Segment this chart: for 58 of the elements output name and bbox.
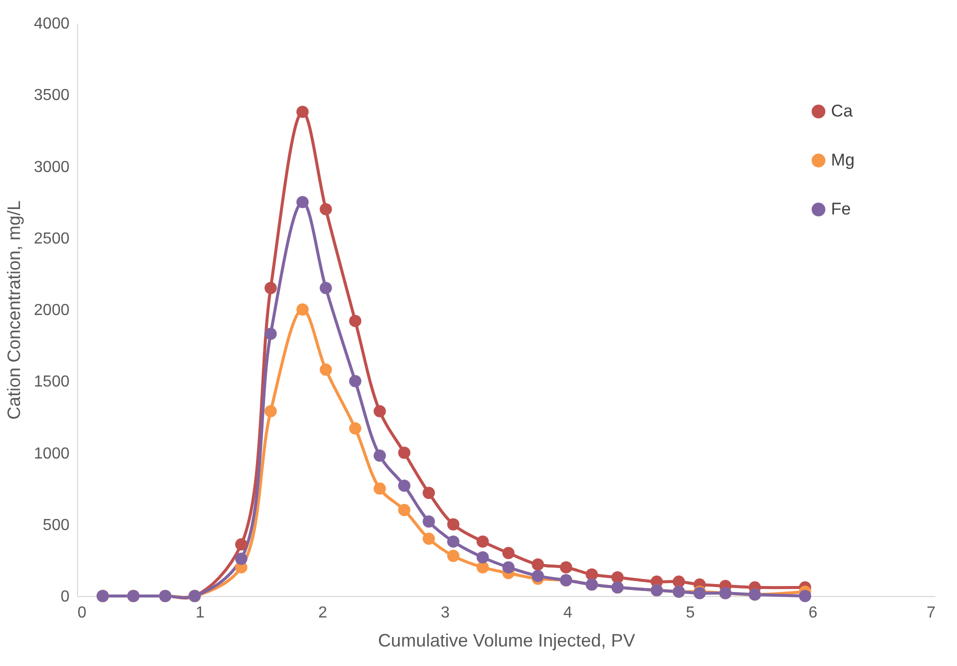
y-tick-label: 1500 <box>34 374 70 391</box>
point <box>532 558 544 571</box>
point <box>447 550 460 562</box>
point <box>586 568 598 581</box>
point <box>264 405 277 418</box>
point <box>374 482 386 495</box>
legend-label: Ca <box>831 102 854 120</box>
x-tick-label: 7 <box>926 604 936 622</box>
x-tick-label: 2 <box>318 604 328 622</box>
x-tick-label: 3 <box>440 604 450 622</box>
point <box>374 405 386 418</box>
point <box>422 486 435 499</box>
y-tick-label: 4000 <box>34 16 70 32</box>
y-axis-title: Cation Concentration, mg/L <box>4 200 24 420</box>
point <box>296 303 309 316</box>
point <box>502 561 515 574</box>
y-tick-label: 0 <box>60 588 70 606</box>
point <box>611 571 624 584</box>
point <box>398 480 410 492</box>
point <box>422 515 435 528</box>
y-tick-label: 3500 <box>34 87 70 104</box>
x-tick-label: 5 <box>686 604 695 622</box>
x-tick-label: 0 <box>78 604 86 622</box>
x-tick-label: 1 <box>196 604 205 622</box>
x-tick-label: 4 <box>563 604 572 622</box>
point <box>560 561 572 574</box>
point <box>476 535 489 548</box>
point <box>422 532 435 545</box>
point <box>349 422 362 435</box>
point <box>374 450 386 462</box>
point <box>398 446 410 459</box>
point <box>447 518 460 530</box>
legend-label: Fe <box>831 200 851 218</box>
point <box>235 538 248 551</box>
point <box>532 570 544 582</box>
legend-label: Mg <box>831 150 855 170</box>
point <box>349 314 362 328</box>
y-tick-label: 3000 <box>34 158 70 176</box>
y-tick-label: 2000 <box>34 302 70 319</box>
y-tick-label: 1000 <box>34 445 70 462</box>
point <box>296 106 309 118</box>
point <box>502 546 515 560</box>
point <box>320 364 332 376</box>
point <box>296 196 309 208</box>
point <box>349 375 362 388</box>
point <box>264 328 277 340</box>
y-tick-label: 2500 <box>34 230 70 248</box>
point <box>320 203 332 216</box>
point <box>320 282 332 294</box>
x-tick-label: 6 <box>808 604 818 622</box>
point <box>447 535 460 548</box>
point <box>798 590 812 602</box>
point <box>264 282 277 294</box>
point <box>235 552 248 565</box>
y-tick-label: 500 <box>42 516 70 534</box>
point <box>476 551 489 564</box>
x-axis-title: Cumulative Volume Injected, PV <box>378 630 636 650</box>
point <box>398 504 410 516</box>
